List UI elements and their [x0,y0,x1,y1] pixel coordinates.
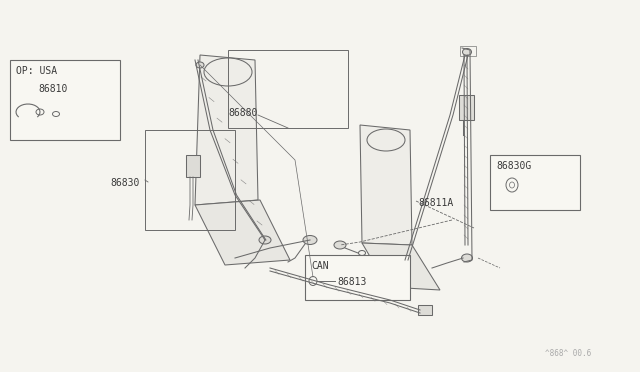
Text: 86811A: 86811A [418,198,453,208]
Ellipse shape [204,58,252,86]
Ellipse shape [303,235,317,244]
Text: 86830: 86830 [110,178,140,188]
Ellipse shape [461,254,472,262]
Text: 86813: 86813 [337,277,366,287]
Bar [305,255,410,300]
Bar [145,130,235,230]
Text: ^868^ 00.6: ^868^ 00.6 [545,349,591,358]
Bar [418,305,432,315]
Ellipse shape [259,236,271,244]
Bar [459,95,474,120]
Polygon shape [360,125,412,245]
Ellipse shape [334,241,346,249]
Ellipse shape [463,48,472,55]
Text: 86880: 86880 [228,108,257,118]
Text: 86810: 86810 [38,84,67,94]
Polygon shape [195,55,258,205]
Bar [490,155,580,210]
Polygon shape [362,243,440,290]
Polygon shape [195,200,290,265]
Bar [186,155,200,177]
Bar [460,46,476,56]
Ellipse shape [196,62,204,68]
Text: 86830G: 86830G [496,161,531,171]
Ellipse shape [367,129,405,151]
Bar [10,60,120,140]
Bar [228,50,348,128]
Text: OP: USA: OP: USA [16,66,57,76]
Text: CAN: CAN [311,261,328,271]
